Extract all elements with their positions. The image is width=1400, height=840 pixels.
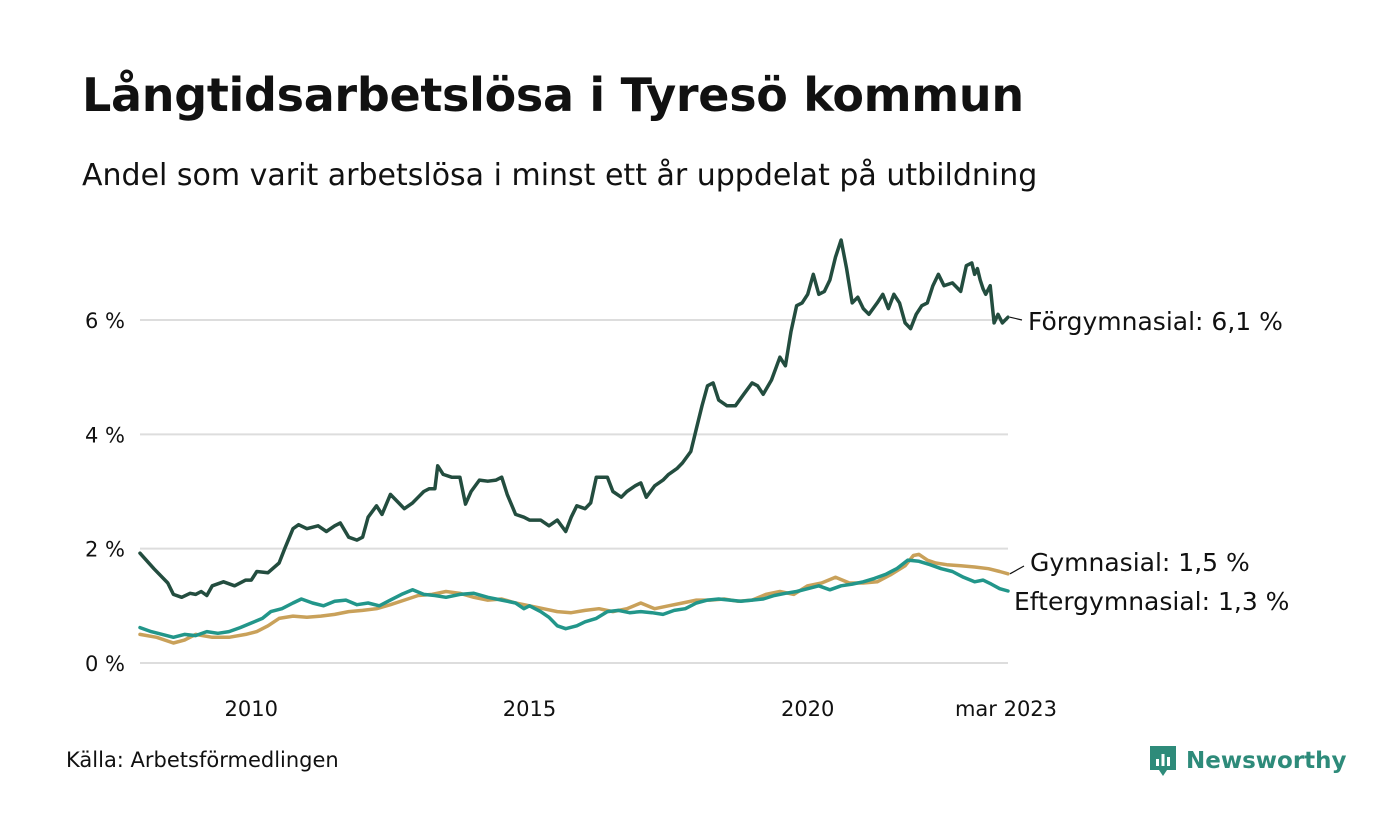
newsworthy-logo-icon bbox=[1150, 746, 1176, 776]
series-labels: Förgymnasial: 6,1 % Gymnasial: 1,5 % Efter… bbox=[1009, 307, 1289, 616]
series-label-eftergymnasial: Eftergymnasial: 1,3 % bbox=[1014, 587, 1289, 616]
y-tick-label: 0 % bbox=[85, 652, 125, 676]
x-axis: 2010 2015 2020 mar 2023 bbox=[225, 697, 1057, 721]
x-tick-label: mar 2023 bbox=[955, 697, 1057, 721]
brand-name: Newsworthy bbox=[1186, 748, 1347, 774]
y-tick-label: 2 % bbox=[85, 538, 125, 562]
source-note: Källa: Arbetsförmedlingen bbox=[66, 748, 339, 772]
series-line-eftergymnasial bbox=[138, 558, 1010, 640]
chart-title: Långtidsarbetslösa i Tyresö kommun bbox=[82, 68, 1024, 122]
y-axis: 0 % 2 % 4 % 6 % bbox=[85, 309, 125, 676]
chart-subtitle: Andel som varit arbetslösa i minst ett å… bbox=[82, 158, 1038, 193]
series-lines bbox=[138, 238, 1010, 645]
brand-logo[interactable]: Newsworthy bbox=[1148, 744, 1347, 778]
y-tick-label: 4 % bbox=[85, 423, 125, 447]
x-tick-label: 2010 bbox=[225, 697, 278, 721]
label-leader-line bbox=[1009, 316, 1023, 321]
label-leader-line bbox=[1009, 565, 1025, 575]
gridlines bbox=[140, 319, 1008, 664]
y-tick-label: 6 % bbox=[85, 309, 125, 333]
series-line-förgymnasial bbox=[138, 238, 1010, 600]
series-label-förgymnasial: Förgymnasial: 6,1 % bbox=[1028, 307, 1283, 336]
series-line-gymnasial bbox=[138, 552, 1010, 645]
series-label-gymnasial: Gymnasial: 1,5 % bbox=[1030, 548, 1250, 577]
x-tick-label: 2015 bbox=[503, 697, 556, 721]
x-tick-label: 2020 bbox=[781, 697, 834, 721]
